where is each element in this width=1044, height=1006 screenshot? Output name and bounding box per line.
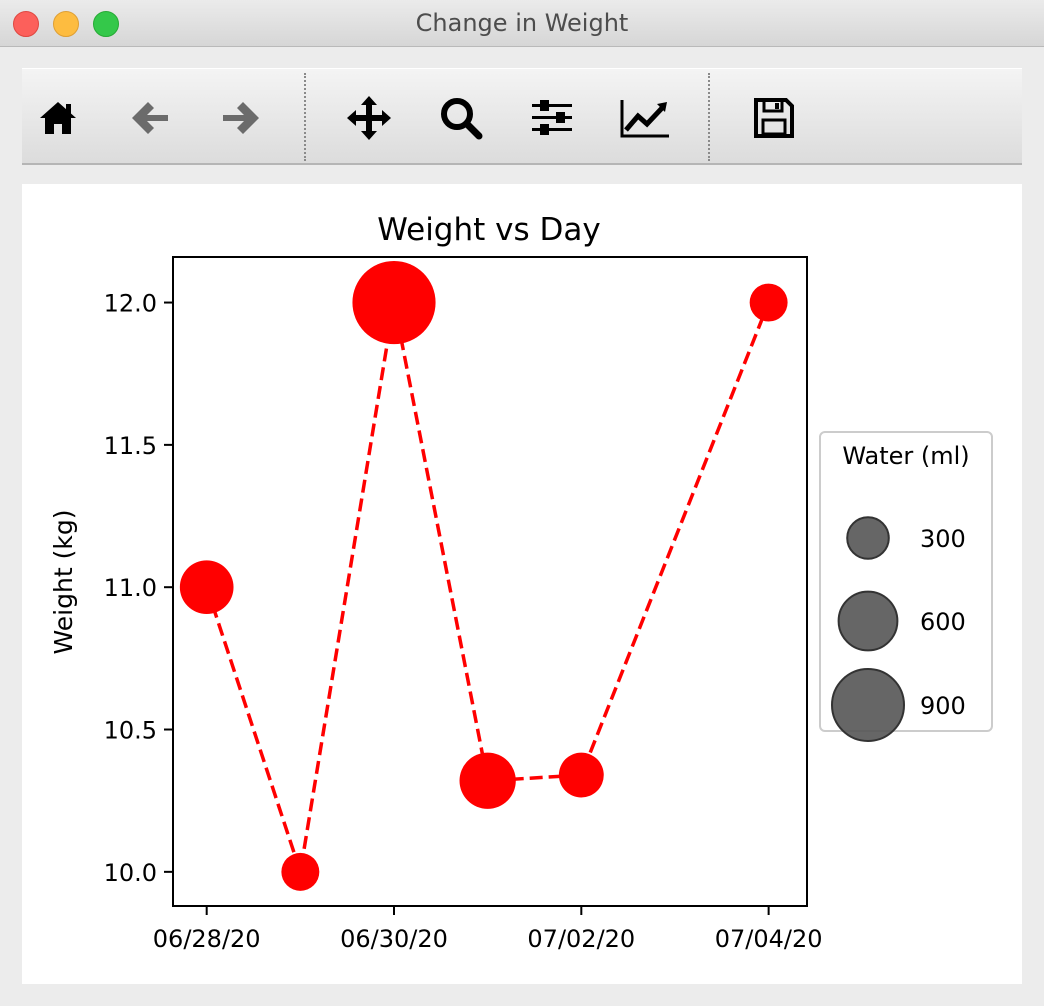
y-tick-label: 11.5	[104, 432, 157, 460]
window-title: Change in Weight	[415, 9, 629, 37]
axes-frame	[172, 256, 808, 907]
legend-label: 300	[920, 525, 966, 553]
legend-marker	[846, 516, 890, 560]
y-axis-label: Weight (kg)	[49, 510, 78, 655]
back-button[interactable]	[123, 91, 177, 145]
chart-title: Weight vs Day	[377, 212, 600, 248]
legend-label: 600	[920, 608, 966, 636]
window-titlebar: Change in Weight	[0, 0, 1044, 47]
data-point	[459, 752, 516, 809]
home-button[interactable]	[31, 91, 85, 145]
save-button[interactable]	[747, 91, 801, 145]
arrow-right-icon	[223, 102, 259, 134]
x-tick-label: 07/04/20	[715, 925, 823, 953]
data-point	[749, 283, 788, 322]
data-point	[281, 852, 320, 891]
y-tick-label: 11.0	[104, 574, 157, 602]
arrow-left-icon	[132, 102, 168, 134]
x-tick-label: 06/28/20	[153, 925, 261, 953]
legend-label: 900	[920, 692, 966, 720]
forward-button[interactable]	[214, 91, 268, 145]
data-point	[558, 752, 604, 798]
move-icon	[347, 96, 391, 140]
legend: Water (ml) 300 600 900	[819, 431, 993, 742]
chart: Weight vs Day Weight (kg) 10.0 10.5 11.0 11…	[49, 212, 993, 953]
edit-axis-button[interactable]	[618, 91, 672, 145]
y-tick-label: 10.5	[104, 717, 157, 745]
data-point	[352, 260, 436, 345]
close-window-button[interactable]	[13, 11, 39, 37]
legend-marker	[831, 668, 905, 742]
legend-box	[819, 431, 993, 732]
data-point	[179, 560, 234, 615]
legend-marker	[837, 590, 899, 652]
maximize-window-button[interactable]	[93, 11, 119, 37]
subplots-button[interactable]	[525, 91, 579, 145]
x-tick-label: 07/02/20	[527, 925, 635, 953]
series-line	[205, 301, 771, 873]
zoom-icon	[441, 98, 483, 140]
pan-button[interactable]	[342, 91, 396, 145]
home-icon	[40, 102, 76, 134]
line-chart-icon	[620, 100, 669, 138]
navigation-toolbar	[22, 68, 1022, 165]
y-tick-label: 10.0	[104, 859, 157, 887]
sliders-icon	[532, 100, 572, 135]
plot-area: 10.0 10.5 11.0 11.5 12.0 06/28/20 06/30/20 07/0…	[104, 260, 823, 953]
toolbar-separator	[708, 73, 710, 161]
figure-canvas: Weight vs Day Weight (kg) 10.0 10.5 11.0 11…	[22, 184, 1022, 984]
zoom-button[interactable]	[434, 91, 488, 145]
legend-title: Water (ml)	[842, 442, 969, 470]
y-tick-label: 12.0	[104, 290, 157, 318]
x-tick-label: 06/30/20	[340, 925, 448, 953]
minimize-window-button[interactable]	[53, 11, 79, 37]
toolbar-separator	[304, 73, 306, 161]
save-icon	[754, 98, 794, 138]
